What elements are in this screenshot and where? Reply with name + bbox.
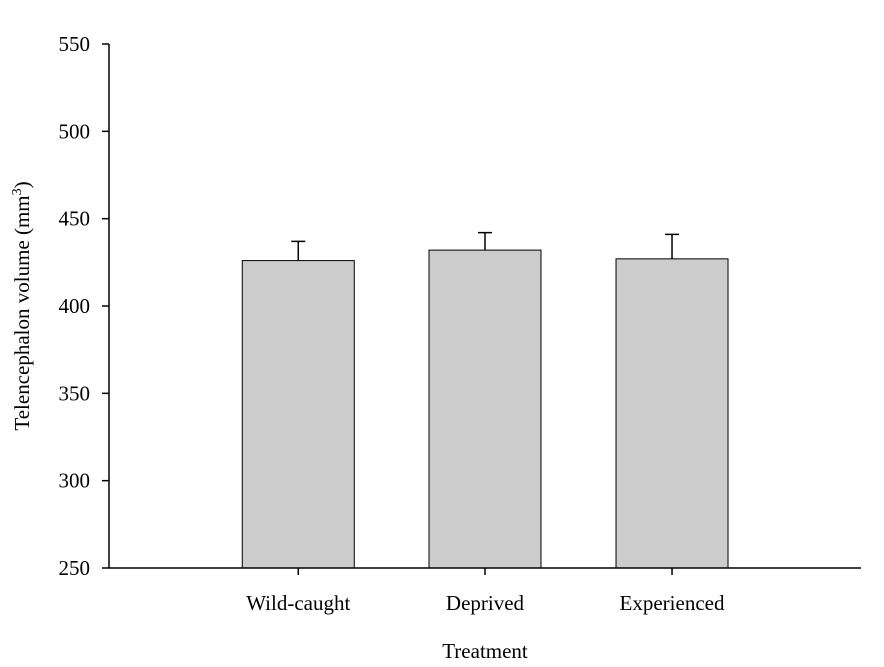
bar-wild-caught xyxy=(241,260,355,569)
y-tick-label: 450 xyxy=(59,207,91,231)
error-bars-layer xyxy=(291,231,680,261)
y-axis-title: Telencephalon volume (mm3) xyxy=(10,181,34,430)
y-ticks-layer: 250 300 350 400 450 500 550 xyxy=(59,32,109,580)
y-axis-title-main: Telencephalon volume (mm xyxy=(10,195,34,430)
y-tick-label: 300 xyxy=(59,469,91,493)
y-tick-label: 250 xyxy=(59,556,91,580)
y-tick-label: 550 xyxy=(59,32,91,56)
bar-deprived xyxy=(428,249,542,569)
x-tick-label: Experienced xyxy=(620,591,725,615)
y-tick-label: 350 xyxy=(59,381,91,405)
x-tick-label: Wild-caught xyxy=(246,591,350,615)
y-axis-title-suffix: ) xyxy=(10,181,34,188)
bars-layer xyxy=(241,249,729,569)
x-ticks-layer: Wild-caught Deprived Experienced xyxy=(246,568,725,615)
bar-experienced xyxy=(615,258,729,569)
y-axis-title-superscript: 3 xyxy=(10,188,25,195)
x-axis-title: Treatment xyxy=(442,639,528,663)
y-tick-label: 400 xyxy=(59,294,91,318)
x-tick-label: Deprived xyxy=(446,591,525,615)
y-tick-label: 500 xyxy=(59,119,91,143)
